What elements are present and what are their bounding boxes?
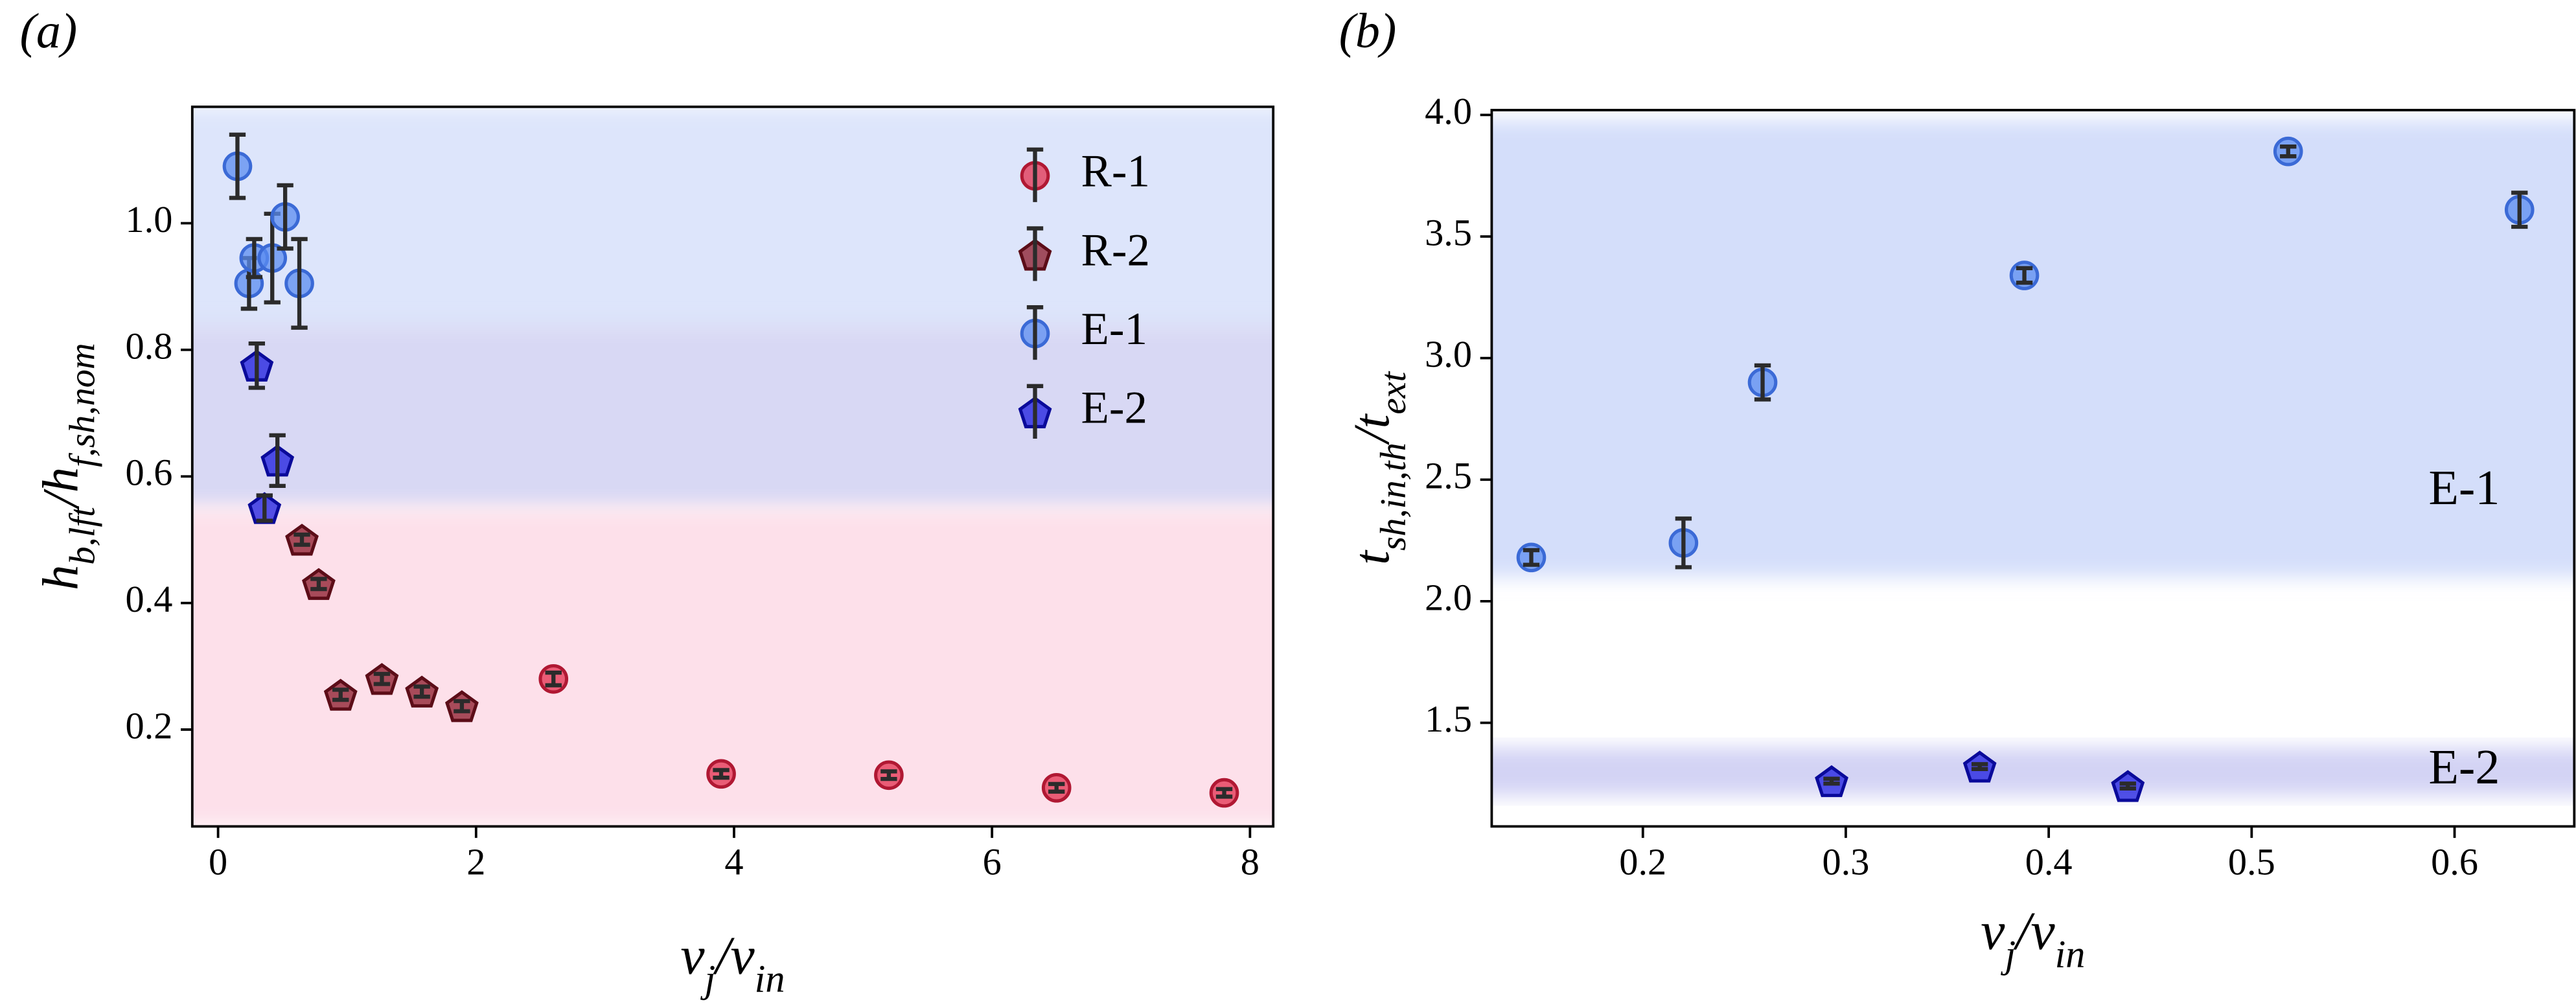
- y-tick-label: 2.5: [1425, 455, 1472, 497]
- y-axis-label-part: sh,in,th: [1374, 443, 1414, 551]
- error-bar: [310, 577, 327, 592]
- error-bar: [256, 493, 273, 523]
- shaded-band: [1491, 747, 2575, 796]
- x-tick-label: 8: [1241, 841, 1259, 883]
- error-bar: [2280, 144, 2297, 159]
- error-bar: [229, 132, 246, 200]
- shaded-band: [192, 106, 1274, 338]
- plot-frame: [1490, 108, 2576, 828]
- error-bar: [2016, 266, 2033, 285]
- panel-label: (b): [1339, 4, 1397, 58]
- x-tick-label: 0.5: [2228, 841, 2275, 883]
- panel-label: (a): [20, 4, 78, 58]
- y-tick-label: 3.5: [1425, 211, 1472, 253]
- error-bar: [248, 341, 266, 390]
- error-bar: [1523, 548, 1540, 567]
- y-tick-label: 1.0: [125, 198, 172, 240]
- x-axis-label-part: /v: [713, 926, 755, 986]
- error-bar: [2119, 781, 2136, 791]
- y-tick-label: 4.0: [1425, 90, 1472, 132]
- y-axis-label-part: f,sh,nom: [63, 343, 103, 467]
- y-axis-label-part: t: [1344, 549, 1400, 565]
- x-axis-label-part: in: [2055, 933, 2086, 976]
- bands: [1491, 119, 2575, 796]
- x-tick-label: 2: [466, 841, 485, 883]
- panel: (a)0 2 4 6 80.20.40.60.81.0vj/vinhb,lft/hf,s…: [20, 4, 1275, 1001]
- error-bar: [1215, 787, 1233, 799]
- error-bar: [454, 699, 470, 713]
- panel: (b)0.2 0.3 0.4 0.5 0.61.52.02.53.03.54.0vj/v…: [1339, 4, 2576, 976]
- error-bar: [713, 768, 730, 780]
- shaded-band: [192, 324, 1274, 509]
- x-axis-label: vj/vin: [1981, 901, 2085, 976]
- y-tick-label: 0.2: [125, 704, 172, 746]
- annotation: E-1: [2429, 461, 2500, 515]
- x-axis-label-part: in: [755, 958, 785, 1001]
- y-axis-label-part: b,lft: [63, 506, 103, 565]
- y-axis-label-part: h: [33, 565, 89, 590]
- error-bar: [246, 237, 263, 279]
- error-bar: [1971, 762, 1988, 771]
- legend-label: R-2: [1081, 225, 1150, 275]
- x-tick-label: 0.3: [1823, 841, 1870, 883]
- legend-label: R-1: [1081, 146, 1150, 197]
- error-bar: [880, 769, 897, 781]
- shaded-band: [1491, 119, 2575, 577]
- x-axis-label: vj/vin: [680, 926, 785, 1001]
- bands: [192, 106, 1274, 827]
- x-tick-label: 0.2: [1619, 841, 1666, 883]
- y-tick-label: 0.6: [125, 452, 172, 494]
- error-bar: [277, 183, 293, 251]
- x-axis-label-part: v: [680, 926, 705, 986]
- x-tick-label: 4: [724, 841, 743, 883]
- error-bar: [291, 237, 308, 330]
- annotation: E-2: [2429, 740, 2500, 794]
- error-bar: [1754, 363, 1771, 402]
- error-bar: [1675, 516, 1692, 570]
- x-tick-label: 0.4: [2025, 841, 2073, 883]
- y-tick-label: 1.5: [1425, 698, 1472, 740]
- error-bar: [1048, 781, 1065, 794]
- y-axis-label: tsh,in,th/text: [1344, 371, 1414, 564]
- legend: R-1 R-2 E-1 E-2: [1018, 146, 1150, 439]
- error-bar: [413, 684, 430, 699]
- error-bar: [1823, 776, 1840, 786]
- x-tick-label: 0: [209, 841, 227, 883]
- legend-label: E-2: [1081, 383, 1148, 433]
- error-bar: [332, 687, 349, 702]
- error-bar: [293, 532, 310, 547]
- error-bar: [2511, 191, 2528, 229]
- x-axis-label-part: /v: [2013, 901, 2055, 961]
- error-bar: [373, 671, 391, 686]
- plot-frame: [190, 105, 1275, 828]
- y-axis-label: hb,lft/hf,sh,nom: [33, 343, 103, 590]
- y-tick-label: 0.4: [125, 578, 172, 620]
- x-tick-label: 6: [983, 841, 1002, 883]
- error-bar: [269, 433, 286, 489]
- x-tick-label: 0.6: [2431, 841, 2478, 883]
- error-bar: [545, 670, 562, 687]
- legend-label: E-1: [1081, 304, 1148, 354]
- y-axis-label-part: /h: [33, 467, 89, 509]
- y-tick-label: 2.0: [1425, 576, 1472, 618]
- points: [222, 132, 1239, 808]
- y-axis-label-part: /t: [1344, 413, 1400, 445]
- y-tick-label: 3.0: [1425, 333, 1472, 375]
- x-axis-label-part: v: [1981, 901, 2005, 961]
- y-tick-label: 0.8: [125, 325, 172, 367]
- y-axis-label-part: ext: [1374, 371, 1414, 414]
- points: [1516, 136, 2535, 802]
